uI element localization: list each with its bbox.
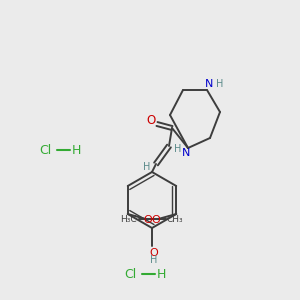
Text: H: H [156, 268, 166, 281]
Text: Cl: Cl [124, 268, 136, 281]
Text: H: H [150, 255, 158, 265]
Text: O: O [146, 115, 156, 128]
Text: O: O [150, 248, 158, 258]
Text: H: H [216, 79, 224, 89]
Text: N: N [205, 79, 213, 89]
Text: O: O [144, 215, 153, 225]
Text: CH₃: CH₃ [167, 214, 183, 224]
Text: H: H [143, 162, 151, 172]
Text: H: H [71, 143, 81, 157]
Text: H: H [174, 144, 182, 154]
Text: Cl: Cl [39, 143, 51, 157]
Text: H₃C: H₃C [120, 214, 136, 224]
Text: O: O [152, 215, 160, 225]
Text: N: N [182, 148, 190, 158]
